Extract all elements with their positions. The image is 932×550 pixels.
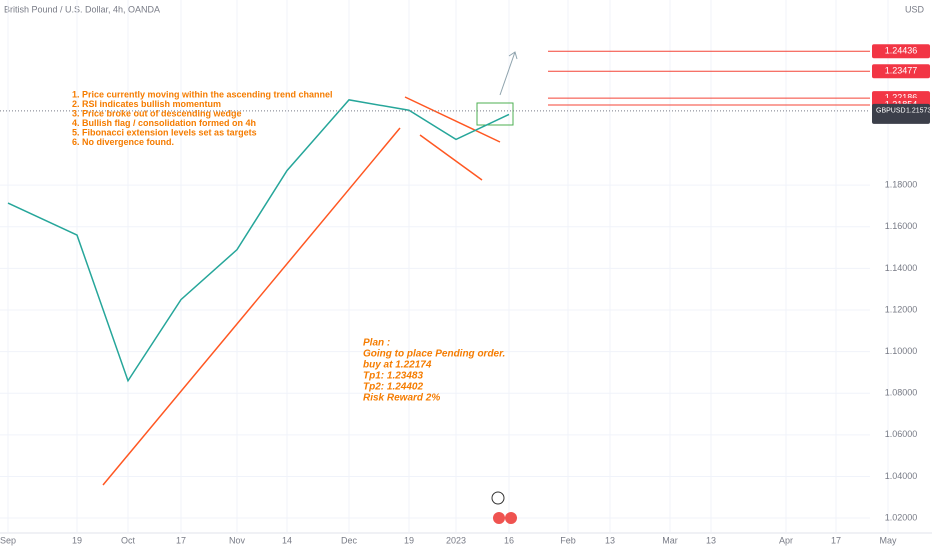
x-tick-label: 14	[282, 535, 292, 545]
wedge-bottom	[419, 134, 483, 181]
x-tick-label: 13	[706, 535, 716, 545]
x-tick-label: Sep	[0, 535, 16, 545]
note: 5. Fibonacci extension levels set as tar…	[72, 127, 257, 137]
plan-line: Risk Reward 2%	[363, 393, 440, 404]
y-tick-label: 1.08000	[885, 388, 918, 398]
y-tick-label: 1.04000	[885, 471, 918, 481]
currency: USD	[905, 4, 925, 14]
note: 1. Price currently moving within the asc…	[72, 89, 333, 99]
plan-line: Tp1: 1.23483	[363, 371, 423, 382]
x-tick-label: 19	[404, 535, 414, 545]
x-tick-label: Apr	[779, 535, 793, 545]
x-tick-label: May	[879, 535, 897, 545]
y-tick-label: 1.10000	[885, 346, 918, 356]
plan-line: buy at 1.22174	[363, 360, 432, 371]
icon	[491, 491, 505, 505]
price-tag-label: 1.24436	[885, 46, 918, 56]
price-tag-label: 1.23477	[885, 66, 918, 76]
note: 2. RSI indicates bullish momentum	[72, 99, 221, 109]
x-tick-label: 16	[504, 535, 514, 545]
trend-line	[102, 127, 401, 486]
x-tick-label: 19	[72, 535, 82, 545]
y-tick-label: 1.02000	[885, 512, 918, 522]
flag-box	[476, 102, 514, 126]
y-tick-label: 1.16000	[885, 221, 918, 231]
note: 6. No divergence found.	[72, 137, 174, 147]
arrow	[499, 51, 518, 96]
price-axis	[870, 0, 932, 550]
note: 3. Price broke out of descending wedge	[72, 108, 242, 118]
symbol-label: GBPUSD	[876, 108, 906, 115]
chart-title: British Pound / U.S. Dollar, 4h, OANDA	[4, 4, 160, 14]
grid	[0, 0, 889, 532]
event-icon	[505, 512, 517, 524]
price-line	[7, 99, 510, 383]
x-tick-label: Mar	[662, 535, 678, 545]
price-tag	[872, 44, 930, 59]
price-tag	[872, 64, 930, 79]
layer: 1.02000 1.04000 1.06000 1.08000 1.10000 1.120…	[0, 44, 931, 545]
y-tick-label: 1.12000	[885, 304, 918, 314]
symbol-tag	[872, 103, 930, 124]
current-price: 1.21573	[906, 108, 931, 115]
x-tick-label: Oct	[121, 535, 136, 545]
plan-line: Tp2: 1.24402	[363, 382, 423, 393]
y-tick-label: 1.14000	[885, 263, 918, 273]
y-tick-label: 1.18000	[885, 180, 918, 190]
x-tick-label: Feb	[560, 535, 576, 545]
x-tick-label: Nov	[229, 535, 246, 545]
x-tick-label: 17	[176, 535, 186, 545]
x-tick-label: 13	[605, 535, 615, 545]
plan-line: Plan :	[363, 338, 390, 349]
note: 4. Bullish flag / consolidation formed o…	[72, 118, 256, 128]
y-tick-label: 1.06000	[885, 429, 918, 439]
x-tick-label: 2023	[446, 535, 466, 545]
x-tick-label: 17	[831, 535, 841, 545]
x-tick-label: Dec	[341, 535, 358, 545]
event-icon	[493, 512, 505, 524]
price-tag-label: 1.22186	[885, 92, 918, 102]
wedge-top	[404, 96, 501, 143]
plan-line: Going to place Pending order.	[363, 349, 505, 360]
